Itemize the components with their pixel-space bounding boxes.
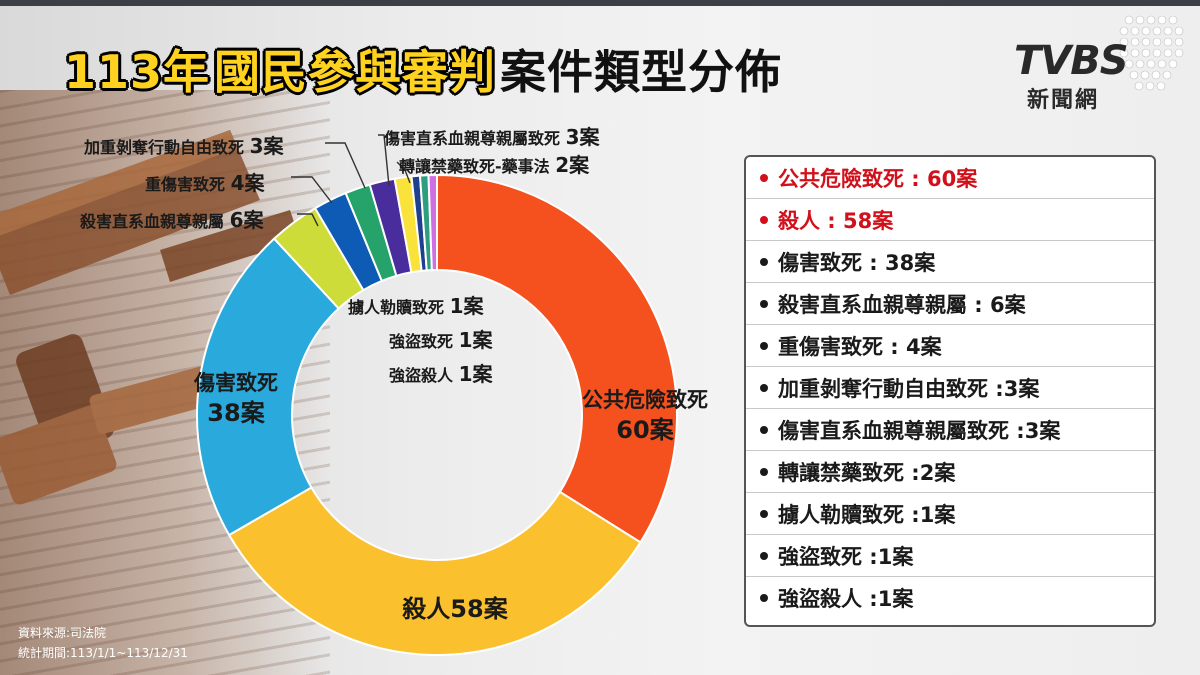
label-murder: 殺人58案 (402, 595, 508, 623)
bullet-icon (760, 341, 768, 350)
bullet-icon (760, 594, 768, 602)
bullet-icon (760, 299, 768, 308)
legend-item: 傷害致死 : 38案 (746, 241, 1154, 283)
logo-dot (1140, 70, 1150, 80)
donut-slice-2 (227, 486, 642, 656)
logo-dot (1174, 37, 1184, 47)
label-grievous: 重傷害致死 4案 (145, 171, 265, 195)
logo-dot (1151, 70, 1161, 80)
legend-item: 殺害直系血親尊親屬 : 6案 (746, 283, 1154, 325)
legend-item: 重傷害致死 : 4案 (746, 325, 1154, 367)
logo-dot (1141, 48, 1151, 58)
logo-dot (1162, 70, 1172, 80)
title-year: 113年 (64, 45, 211, 99)
leader-line-injure-relative (378, 134, 390, 187)
logo-dot (1152, 48, 1162, 58)
donut-slice-3 (196, 237, 341, 537)
logo-dot (1145, 81, 1155, 91)
bullet-icon (760, 257, 768, 266)
legend-panel: 公共危險致死 : 60案 殺人 : 58案 傷害致死 : 38案 殺害直系血親尊… (744, 155, 1156, 627)
source-line: 資料來源:司法院 (18, 626, 107, 640)
label-injure-relative: 傷害直系血親尊親屬致死 3案 (384, 125, 600, 149)
label-kidnap: 擄人勒贖致死 1案 (348, 294, 484, 318)
legend-item: 公共危險致死 : 60案 (746, 157, 1154, 199)
logo-dot (1157, 59, 1167, 69)
bullet-icon (760, 551, 768, 560)
logo-dot (1130, 48, 1140, 58)
leader-line-kill-relative (297, 213, 319, 227)
legend-item: 傷害直系血親尊親屬致死 :3案 (746, 409, 1154, 451)
logo-dot (1146, 59, 1156, 69)
label-kill-relative: 殺害直系血親尊親屬 6案 (80, 208, 264, 232)
brand-logo: TVBS (1014, 38, 1129, 84)
logo-dot (1130, 37, 1140, 47)
title-suffix: 案件類型分佈 (500, 45, 783, 99)
legend-item: 殺人 : 58案 (746, 199, 1154, 241)
logo-dot (1163, 48, 1173, 58)
label-public-danger: 公共危險致死 60案 (582, 388, 708, 444)
logo-dot (1135, 59, 1145, 69)
logo-dot (1129, 70, 1139, 80)
period-line: 統計期間:113/1/1~113/12/31 (18, 646, 188, 660)
logo-dot (1134, 81, 1144, 91)
logo-dot (1119, 26, 1129, 36)
legend-item: 加重剝奪行動自由致死 :3案 (746, 367, 1154, 409)
source-note: 資料來源:司法院 統計期間:113/1/1~113/12/31 (18, 623, 188, 663)
logo-dot (1146, 15, 1156, 25)
bullet-icon (760, 509, 768, 518)
logo-dots-icon (1119, 15, 1184, 91)
logo-dot (1157, 15, 1167, 25)
logo-dot (1152, 37, 1162, 47)
logo-dot (1135, 15, 1145, 25)
label-deprive: 加重剝奪行動自由致死 3案 (84, 134, 284, 158)
logo-dot (1168, 15, 1178, 25)
logo-dot (1156, 81, 1166, 91)
logo-dot (1141, 26, 1151, 36)
label-robbery-death: 強盜致死 1案 (389, 328, 493, 352)
label-drug: 轉讓禁藥致死-藥事法 2案 (399, 153, 590, 177)
legend-item: 擄人勒贖致死 :1案 (746, 493, 1154, 535)
logo-dot (1124, 15, 1134, 25)
bullet-icon (760, 425, 768, 434)
legend-item: 強盜致死 :1案 (746, 535, 1154, 577)
legend-item: 轉讓禁藥致死 :2案 (746, 451, 1154, 493)
logo-dot (1141, 37, 1151, 47)
logo-dot (1152, 26, 1162, 36)
donut-slice-11 (427, 173, 438, 272)
logo-dot (1168, 59, 1178, 69)
logo-dot (1119, 48, 1129, 58)
logo-dot (1130, 26, 1140, 36)
logo-dot (1174, 26, 1184, 36)
bullet-icon (760, 173, 768, 182)
donut-slice-1 (436, 173, 678, 544)
logo-dot (1124, 59, 1134, 69)
leader-line-deprive (325, 142, 366, 189)
logo-dot (1119, 37, 1129, 47)
title-highlight: 國民參與審判 (214, 45, 497, 99)
bullet-icon (760, 467, 768, 476)
logo-dot (1174, 48, 1184, 58)
legend-item: 強盜殺人 :1案 (746, 577, 1154, 619)
leader-line-drug (396, 161, 411, 184)
logo-dot (1163, 26, 1173, 36)
brand-logo-subtitle: 新聞網 (1027, 88, 1100, 113)
label-injury: 傷害致死 38案 (194, 371, 278, 427)
top-strip (0, 0, 1200, 6)
label-robbery-murder: 強盜殺人 1案 (389, 362, 493, 386)
page-title: 113年 國民參與審判 案件類型分佈 (62, 34, 784, 104)
bullet-icon (760, 215, 768, 224)
logo-dot (1163, 37, 1173, 47)
bullet-icon (760, 383, 768, 392)
leader-line-grievous (291, 176, 333, 204)
